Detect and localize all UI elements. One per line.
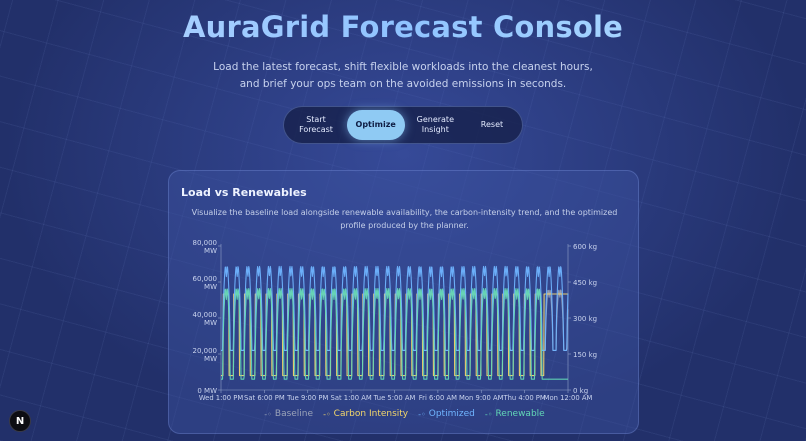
legend-marker-icon: -◦ — [264, 410, 272, 419]
left-tick-label: 20,000 MW — [193, 347, 218, 363]
legend-marker-icon: -◦ — [485, 410, 493, 419]
legend-marker-icon: -◦ — [418, 410, 426, 419]
legend-item-carbon-intensity[interactable]: -◦ Carbon Intensity — [323, 409, 408, 419]
legend-item-optimized[interactable]: -◦ Optimized — [418, 409, 475, 419]
x-tick-label: Sat 1:00 AM — [331, 394, 372, 402]
x-tick-label: Tue 5:00 AM — [373, 394, 416, 402]
x-tick-label: Fri 6:00 AM — [419, 394, 457, 402]
legend-label: Baseline — [275, 409, 313, 419]
legend-item-renewable[interactable]: -◦ Renewable — [485, 409, 545, 419]
generate-insight-label: Generate Insight — [417, 115, 454, 135]
page-subtitle: Load the latest forecast, shift flexible… — [205, 59, 601, 93]
x-tick-label: Tue 9:00 PM — [286, 394, 328, 402]
left-tick-label: 80,000 MW — [193, 239, 218, 255]
left-tick-label: 40,000 MW — [193, 311, 218, 327]
reset-button[interactable]: Reset — [466, 110, 518, 140]
legend-marker-icon: -◦ — [323, 410, 331, 419]
x-tick-label: Sat 6:00 PM — [244, 394, 285, 402]
legend-label: Optimized — [429, 409, 475, 419]
legend-item-baseline[interactable]: -◦ Baseline — [264, 409, 313, 419]
x-tick-label: Thu 4:00 PM — [502, 394, 545, 402]
control-bar: Start Forecast Optimize Generate Insight… — [283, 106, 523, 144]
legend-label: Carbon Intensity — [334, 409, 408, 419]
x-tick-label: Wed 1:00 PM — [199, 394, 244, 402]
right-tick-label: 600 kg — [573, 243, 597, 251]
reset-label: Reset — [481, 120, 503, 130]
right-tick-label: 150 kg — [573, 351, 597, 359]
legend-label: Renewable — [495, 409, 544, 419]
framework-badge-icon[interactable]: N — [9, 410, 31, 432]
chart-legend: -◦ Baseline -◦ Carbon Intensity -◦ Optimized -… — [169, 409, 640, 419]
start-forecast-label: Start Forecast — [299, 115, 333, 135]
chart-panel: Load vs Renewables Visualize the baselin… — [168, 170, 639, 434]
x-tick-label: Mon 9:00 AM — [459, 394, 504, 402]
page-title: AuraGrid Forecast Console — [0, 10, 806, 44]
optimize-button[interactable]: Optimize — [347, 110, 405, 140]
framework-badge-label: N — [16, 416, 24, 427]
x-tick-label: Mon 12:00 AM — [544, 394, 593, 402]
generate-insight-button[interactable]: Generate Insight — [407, 110, 463, 140]
left-tick-label: 60,000 MW — [193, 275, 218, 291]
right-tick-label: 300 kg — [573, 315, 597, 323]
right-tick-label: 450 kg — [573, 279, 597, 287]
optimize-label: Optimize — [356, 120, 396, 130]
start-forecast-button[interactable]: Start Forecast — [288, 110, 344, 140]
